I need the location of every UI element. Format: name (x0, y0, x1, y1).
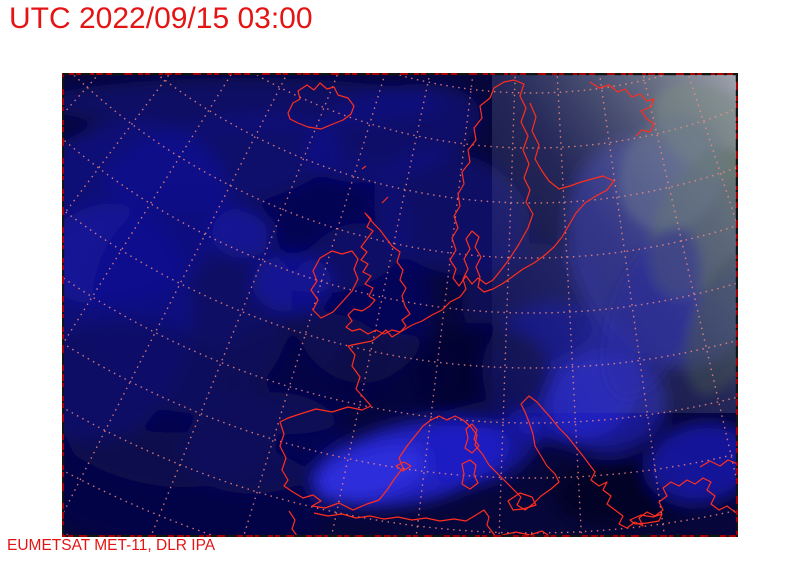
coastline-mainland-europe (279, 230, 738, 529)
coastline-iceland (287, 82, 355, 130)
coastline-shetland (381, 196, 389, 204)
map-border (62, 73, 738, 537)
timestamp-title: UTC 2022/09/15 03:00 (9, 2, 313, 35)
coastline-scandinavia (449, 79, 534, 287)
coastline-north-africa (313, 509, 497, 537)
coastline-great-britain (345, 212, 411, 335)
coastline-sardinia (461, 459, 479, 490)
coastline-balearics (395, 461, 412, 472)
coastline-crete (629, 513, 663, 525)
coastline-marmara (699, 459, 738, 468)
coastline-ireland (310, 250, 359, 319)
coastline-layer (279, 79, 738, 537)
satellite-map-frame (62, 73, 738, 537)
satellite-map (62, 73, 738, 537)
coastline-morocco-atlantic (288, 510, 299, 537)
coastline-faroe (361, 165, 367, 170)
coastline-sicily (507, 492, 537, 511)
coastline-finland-baltic (492, 102, 615, 290)
coastline-white-sea (589, 81, 655, 137)
attribution-label: EUMETSAT MET-11, DLR IPA (7, 537, 216, 554)
coastline-corsica (464, 423, 480, 454)
dawn-layer (492, 73, 738, 413)
